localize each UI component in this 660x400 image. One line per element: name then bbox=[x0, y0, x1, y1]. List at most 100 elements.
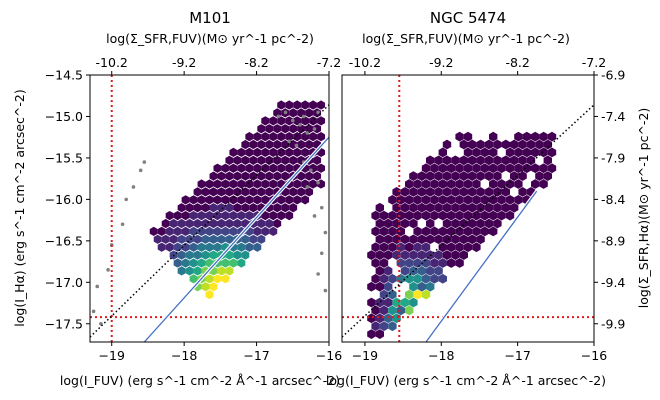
hexbin-cell bbox=[472, 147, 481, 158]
hexbin-cell bbox=[313, 124, 322, 134]
hexbin-cell bbox=[169, 218, 178, 229]
hexbin-cell bbox=[225, 266, 234, 276]
hexbin-density-m101 bbox=[149, 100, 326, 300]
hexbin-cell bbox=[261, 132, 270, 142]
hexbin-cell bbox=[245, 242, 254, 252]
top-tick-label: -10.2 bbox=[349, 55, 381, 70]
hexbin-cell bbox=[413, 210, 422, 221]
hexbin-cell bbox=[213, 163, 222, 173]
hexbin-cell bbox=[455, 131, 464, 142]
hexbin-cell bbox=[197, 179, 206, 189]
x-tick-label: −17 bbox=[504, 348, 530, 363]
outlier-point bbox=[319, 251, 324, 256]
top-tick-label: -8.2 bbox=[505, 55, 529, 70]
hexbin-cell bbox=[447, 179, 456, 189]
hexbin-cell bbox=[273, 139, 282, 150]
hexbin-cell bbox=[257, 234, 266, 244]
hexbin-cell bbox=[409, 297, 418, 308]
hexbin-cell bbox=[371, 321, 380, 332]
outlier-point bbox=[138, 168, 143, 173]
hexbin-cell bbox=[221, 258, 230, 268]
hexbin-cell bbox=[493, 139, 502, 150]
hexbin-cell bbox=[472, 179, 481, 189]
hexbin-cell bbox=[197, 242, 206, 252]
hexbin-cell bbox=[463, 131, 473, 142]
hexbin-cell bbox=[281, 155, 290, 165]
hexbin-cell bbox=[388, 289, 397, 300]
hexbin-cell bbox=[421, 273, 431, 284]
hexbin-cell bbox=[205, 274, 214, 284]
hexbin-cell bbox=[237, 258, 246, 268]
hexbin-cell bbox=[261, 116, 270, 126]
hexbin-cell bbox=[455, 194, 464, 205]
hexbin-cell bbox=[269, 147, 278, 158]
hexbin-cell bbox=[201, 187, 210, 197]
hexbin-cell bbox=[269, 210, 278, 221]
hexbin-cell bbox=[413, 273, 422, 284]
hexbin-cell bbox=[489, 210, 498, 221]
hexbin-cell bbox=[177, 266, 186, 276]
hexbin-cell bbox=[396, 305, 405, 316]
hexbin-cell bbox=[480, 194, 489, 205]
hexbin-cell bbox=[480, 147, 489, 158]
outlier-point bbox=[294, 143, 299, 148]
hexbin-cell bbox=[417, 250, 426, 260]
hexbin-cell bbox=[497, 163, 506, 174]
hexbin-cell bbox=[265, 124, 274, 134]
hexbin-cell bbox=[379, 273, 389, 284]
hexbin-cell bbox=[209, 282, 218, 292]
hexbin-cell bbox=[468, 139, 477, 150]
right-tick-label: -6.9 bbox=[601, 68, 625, 83]
hexbin-cell bbox=[379, 258, 389, 268]
hexbin-cell bbox=[277, 147, 286, 158]
hexbin-cell bbox=[261, 163, 270, 173]
hexbin-cell bbox=[233, 171, 242, 181]
hexbin-cell bbox=[367, 313, 376, 324]
top-ticks-m101: -10.2 -9.2 -8.2 -7.2 bbox=[96, 55, 341, 75]
right-tick-label: -8.9 bbox=[601, 233, 625, 248]
hexbin-cell bbox=[447, 194, 456, 205]
hexbin-cell bbox=[472, 226, 481, 237]
hexbin-cell bbox=[497, 179, 506, 189]
hexbin-cell bbox=[459, 139, 468, 150]
hexbin-cell bbox=[417, 281, 426, 292]
hexbin-cell bbox=[472, 163, 481, 174]
hexbin-cell bbox=[165, 210, 174, 221]
hexbin-cell bbox=[165, 226, 174, 237]
hexbin-cell bbox=[213, 274, 222, 284]
hexbin-cell bbox=[409, 171, 418, 181]
hexbin-cell bbox=[400, 218, 410, 229]
hexbin-cell bbox=[289, 124, 298, 134]
hexbin-cell bbox=[438, 210, 447, 221]
hexbin-cell bbox=[442, 155, 452, 166]
hexbin-cell bbox=[476, 234, 485, 245]
y-tick-label: −16.5 bbox=[45, 233, 83, 248]
hexbin-cell bbox=[438, 273, 447, 284]
hexbin-cell bbox=[297, 171, 306, 181]
hexbin-cell bbox=[193, 218, 202, 229]
hexbin-cell bbox=[205, 226, 214, 237]
hexbin-cell bbox=[249, 203, 258, 213]
hexbin-cell bbox=[293, 195, 302, 205]
hexbin-cell bbox=[273, 218, 282, 229]
hexbin-cell bbox=[367, 297, 376, 308]
hexbin-cell bbox=[281, 203, 290, 213]
hexbin-cell bbox=[476, 171, 485, 181]
top-axis-label-ngc5474: log(Σ_SFR,FUV)(M⊙ yr^-1 pc^-2) bbox=[362, 31, 570, 46]
hexbin-cell bbox=[472, 210, 481, 221]
hexbin-cell bbox=[379, 210, 389, 221]
hexbin-cell bbox=[375, 266, 384, 276]
hexbin-cell bbox=[526, 139, 536, 150]
outlier-point bbox=[316, 110, 320, 115]
top-tick-label: -10.2 bbox=[96, 55, 128, 70]
hexbin-cell bbox=[265, 187, 274, 197]
hexbin-cell bbox=[209, 218, 218, 229]
axes-frame-m101 bbox=[89, 74, 330, 343]
outlier-point bbox=[142, 160, 147, 164]
hexbin-cell bbox=[225, 203, 234, 213]
hexbin-cell bbox=[177, 250, 186, 260]
hexbin-cell bbox=[531, 147, 540, 158]
hexbin-cell bbox=[289, 187, 298, 197]
axes-frame-ngc5474 bbox=[341, 74, 595, 343]
hexbin-cell bbox=[438, 163, 447, 174]
